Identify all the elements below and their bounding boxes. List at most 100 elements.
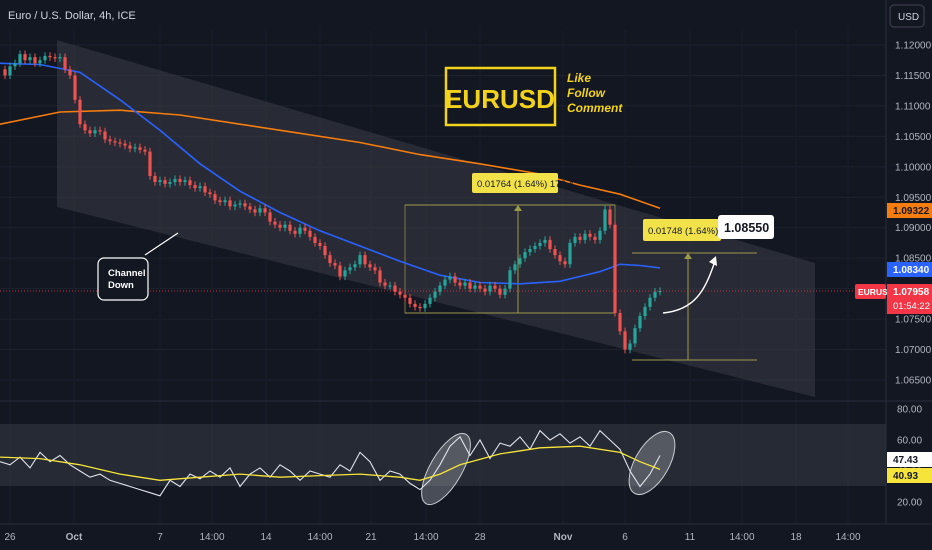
candle-body[interactable] xyxy=(278,224,282,228)
candle-body[interactable] xyxy=(418,306,422,309)
candle-body[interactable] xyxy=(453,276,457,283)
candle-body[interactable] xyxy=(248,206,252,210)
candle-body[interactable] xyxy=(483,288,487,292)
candle-body[interactable] xyxy=(403,294,407,298)
candle-body[interactable] xyxy=(428,297,432,304)
candle-body[interactable] xyxy=(118,142,122,144)
candle-body[interactable] xyxy=(48,55,52,58)
candle-body[interactable] xyxy=(253,209,257,213)
candle-body[interactable] xyxy=(308,230,312,237)
candle-body[interactable] xyxy=(468,282,472,289)
candle-body[interactable] xyxy=(188,180,192,186)
candle-body[interactable] xyxy=(8,66,12,76)
candle-body[interactable] xyxy=(463,282,467,286)
candle-body[interactable] xyxy=(548,239,552,250)
candle-body[interactable] xyxy=(508,270,512,289)
candle-body[interactable] xyxy=(68,69,72,76)
candle-body[interactable] xyxy=(273,221,277,225)
candle-body[interactable] xyxy=(503,288,507,295)
candle-body[interactable] xyxy=(518,258,522,265)
candle-body[interactable] xyxy=(378,270,382,283)
candle-body[interactable] xyxy=(43,55,47,61)
candle-body[interactable] xyxy=(343,270,347,277)
channel-callout-box[interactable] xyxy=(97,257,149,301)
candle-body[interactable] xyxy=(243,203,247,207)
candle-body[interactable] xyxy=(398,291,402,295)
candle-body[interactable] xyxy=(538,242,542,246)
channel-down-area[interactable] xyxy=(57,40,815,397)
candle-body[interactable] xyxy=(3,69,7,76)
candle-body[interactable] xyxy=(13,63,17,67)
candle-body[interactable] xyxy=(128,145,132,149)
candle-body[interactable] xyxy=(478,285,482,289)
candle-body[interactable] xyxy=(23,54,27,61)
candle-body[interactable] xyxy=(158,180,162,183)
candle-body[interactable] xyxy=(488,285,492,292)
candle-body[interactable] xyxy=(213,194,217,201)
candle-body[interactable] xyxy=(108,139,112,142)
candle-body[interactable] xyxy=(498,288,502,295)
candle-body[interactable] xyxy=(103,131,107,140)
candle-body[interactable] xyxy=(638,316,642,329)
candle-body[interactable] xyxy=(588,233,592,237)
candle-body[interactable] xyxy=(123,143,127,146)
candle-body[interactable] xyxy=(268,212,272,222)
currency-button-bg[interactable] xyxy=(889,4,925,28)
ma50-line[interactable] xyxy=(0,62,661,285)
candle-body[interactable] xyxy=(388,285,392,287)
candle-body[interactable] xyxy=(238,203,242,205)
rsi-highlight-left[interactable] xyxy=(412,426,480,511)
candle-body[interactable] xyxy=(543,239,547,243)
candle-body[interactable] xyxy=(148,151,152,176)
candles[interactable] xyxy=(3,50,662,354)
candle-body[interactable] xyxy=(303,227,307,231)
candle-body[interactable] xyxy=(293,230,297,234)
candle-body[interactable] xyxy=(133,147,137,149)
candle-body[interactable] xyxy=(18,54,22,64)
candle-body[interactable] xyxy=(383,282,387,286)
candle-body[interactable] xyxy=(623,331,627,350)
candle-body[interactable] xyxy=(328,255,332,264)
candle-body[interactable] xyxy=(153,175,157,183)
candle-body[interactable] xyxy=(173,179,177,183)
candle-body[interactable] xyxy=(218,200,222,203)
candle-body[interactable] xyxy=(373,267,377,271)
candle-body[interactable] xyxy=(38,60,42,64)
candle-body[interactable] xyxy=(168,182,172,184)
candle-body[interactable] xyxy=(563,261,567,265)
candle-body[interactable] xyxy=(183,180,187,183)
candle-body[interactable] xyxy=(358,255,362,265)
candle-body[interactable] xyxy=(318,242,322,246)
candle-body[interactable] xyxy=(143,149,147,152)
candle-body[interactable] xyxy=(258,208,262,213)
candle-body[interactable] xyxy=(53,57,57,59)
candle-body[interactable] xyxy=(458,282,462,286)
projection-arrow[interactable] xyxy=(662,263,715,314)
candle-body[interactable] xyxy=(583,233,587,240)
candle-body[interactable] xyxy=(473,285,477,289)
candle-body[interactable] xyxy=(338,265,342,277)
candle-body[interactable] xyxy=(578,236,582,240)
candle-body[interactable] xyxy=(393,285,397,292)
candle-body[interactable] xyxy=(288,224,292,231)
candle-body[interactable] xyxy=(433,291,437,298)
candle-body[interactable] xyxy=(83,124,87,131)
candle-body[interactable] xyxy=(88,130,92,134)
rsi-ma-line[interactable] xyxy=(0,445,661,481)
candle-body[interactable] xyxy=(63,57,67,70)
candle-body[interactable] xyxy=(58,57,62,59)
candle-body[interactable] xyxy=(263,208,267,213)
candle-body[interactable] xyxy=(138,147,142,150)
candle-body[interactable] xyxy=(533,246,537,250)
candle-body[interactable] xyxy=(98,130,102,132)
candle-body[interactable] xyxy=(438,285,442,292)
candle-body[interactable] xyxy=(523,252,527,259)
candle-body[interactable] xyxy=(228,200,232,207)
candle-body[interactable] xyxy=(353,264,357,268)
candle-body[interactable] xyxy=(448,276,452,280)
candle-body[interactable] xyxy=(648,297,652,307)
candle-body[interactable] xyxy=(363,255,367,265)
candle-body[interactable] xyxy=(283,224,287,228)
candle-body[interactable] xyxy=(568,242,572,265)
